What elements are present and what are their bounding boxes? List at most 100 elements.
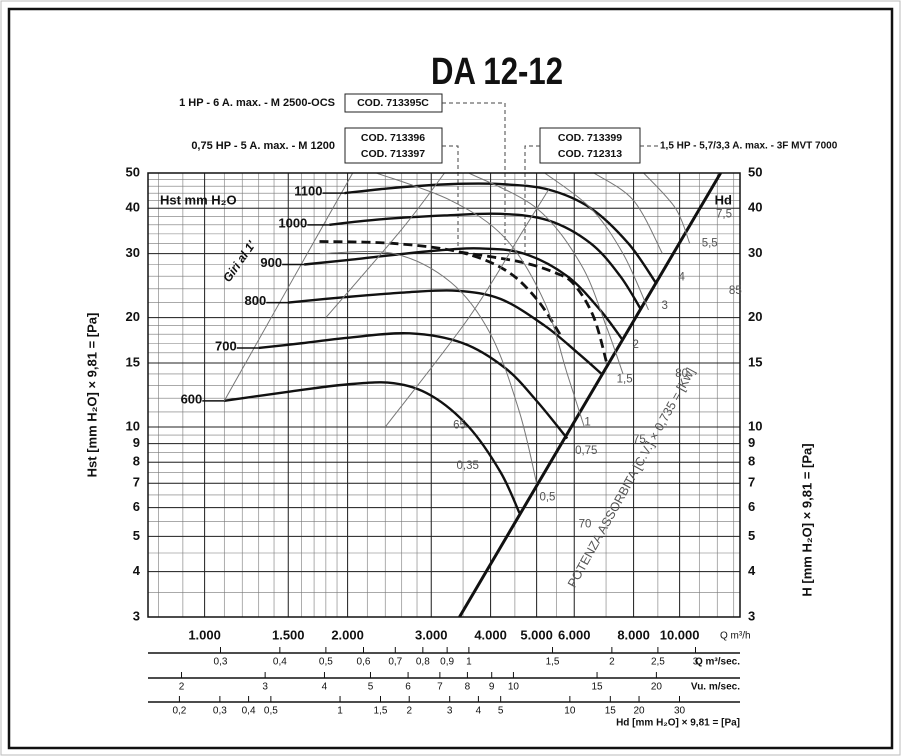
scale-label: Hd [mm H₂O] × 9,81 = [Pa] — [616, 718, 740, 729]
scale-tick-label: 3 — [447, 706, 453, 717]
annotation: 5,5 — [702, 237, 718, 249]
scale-tick-label: 2,5 — [651, 657, 665, 668]
x-tick-label: 1.000 — [188, 627, 221, 642]
scale-tick-label: 1 — [337, 706, 343, 717]
y2-tick-label: 5 — [748, 528, 755, 543]
annotation: 7,5 — [716, 208, 732, 220]
y-tick-label: 40 — [126, 200, 140, 215]
annotation: 1 — [584, 416, 590, 428]
curve — [319, 240, 563, 337]
leader — [524, 145, 540, 255]
motor-annotations: 1 HP - 6 A. max. - M 2500-OCS COD. 71339… — [179, 93, 838, 255]
y2-tick-label: 4 — [748, 563, 756, 578]
motor-code: COD. 713395C — [357, 97, 429, 109]
chart-title: DA 12-12 — [431, 51, 563, 93]
scale-tick-label: 0,3 — [214, 657, 228, 668]
scale-tick-label: 1,5 — [546, 657, 560, 668]
annotation: 85 — [729, 285, 742, 297]
y2-tick-label: 3 — [748, 608, 755, 623]
scale-tick-label: 15 — [605, 706, 617, 717]
y2-axis-label: H [mm H₂O] × 9,81 = [Pa] — [799, 443, 814, 596]
annotation: 0,35 — [457, 460, 479, 472]
series-label: 1100 — [294, 184, 322, 199]
x-tick-label: 10.000 — [660, 627, 700, 642]
curve — [544, 173, 649, 311]
scale-tick-label: 0,6 — [357, 657, 371, 668]
y2-tick-label: 6 — [748, 499, 755, 514]
scale-tick-label: 30 — [674, 706, 686, 717]
x-tick-label: 5.000 — [520, 627, 553, 642]
scale-tick-label: 3 — [693, 657, 699, 668]
scale-tick-label: 0,7 — [388, 657, 402, 668]
annotation: 4 — [678, 271, 685, 283]
curve — [593, 173, 663, 254]
scale-tick-label: 3 — [262, 682, 268, 693]
curve — [643, 173, 691, 244]
scale-tick-label: 2 — [179, 682, 185, 693]
annotation: 3 — [661, 300, 667, 312]
annotation: 2 — [632, 339, 638, 351]
y-axis-label: Hst [mm H₂O] × 9,81 = [Pa] — [84, 313, 99, 478]
y2-tick-label: 30 — [748, 245, 762, 260]
motor-desc: 1 HP - 6 A. max. - M 2500-OCS — [179, 97, 335, 109]
curve — [344, 182, 657, 284]
series-label: 800 — [245, 293, 267, 308]
x-tick-label: 3.000 — [415, 627, 448, 642]
scale-tick-label: 10 — [564, 706, 576, 717]
scale-tick-label: 0,3 — [213, 706, 227, 717]
scale-tick-label: 4 — [476, 706, 482, 717]
scale-tick-label: 7 — [437, 682, 443, 693]
motor-code: COD. 713399 — [558, 132, 622, 144]
y2-tick-label: 8 — [748, 454, 755, 469]
scale-tick-label: 0,5 — [264, 706, 278, 717]
y-tick-label: 9 — [133, 435, 140, 450]
curve — [288, 289, 603, 375]
y-tick-label: 50 — [126, 164, 140, 179]
x-tick-label: 6.000 — [558, 627, 591, 642]
scale-tick-label: 0,2 — [172, 706, 186, 717]
annotation: 75 — [633, 434, 646, 446]
series-label: 600 — [181, 391, 203, 406]
series-label: Hd — [715, 192, 732, 207]
scale-tick-label: 15 — [591, 682, 603, 693]
annotation: 80 — [675, 368, 688, 380]
scale-tick-label: 2 — [609, 657, 615, 668]
inner-label: Hst mm H₂O — [160, 192, 237, 207]
curve — [325, 173, 445, 318]
scale-tick-label: 5 — [368, 682, 374, 693]
y2-tick-label: 9 — [748, 435, 755, 450]
scale-tick-label: 8 — [465, 682, 471, 693]
scale-tick-label: 0,4 — [242, 706, 256, 717]
scale-tick-label: 10 — [508, 682, 520, 693]
curve — [304, 247, 624, 342]
scale-tick-label: 0,5 — [319, 657, 333, 668]
scale-tick-label: 20 — [651, 682, 663, 693]
annotation: 0,75 — [575, 445, 597, 457]
x-tick-label: 1.500 — [272, 627, 305, 642]
y2-tick-label: 40 — [748, 200, 762, 215]
series-label: 900 — [260, 255, 282, 270]
y-tick-label: 8 — [133, 454, 140, 469]
curve — [468, 173, 624, 375]
y-tick-label: 6 — [133, 499, 140, 514]
y-tick-label: 7 — [133, 475, 140, 490]
x-axis-label: Q m³/h — [720, 631, 751, 642]
annotation: 0,5 — [539, 491, 555, 503]
motor-code: COD. 713397 — [361, 148, 425, 160]
motor-code: COD. 712313 — [558, 148, 622, 160]
x-tick-label: 2.000 — [331, 627, 364, 642]
scale-tick-label: 1 — [466, 657, 472, 668]
curve — [458, 173, 722, 617]
y-tick-label: 10 — [126, 418, 140, 433]
curves — [223, 173, 722, 617]
motor-desc: 0,75 HP - 5 A. max. - M 1200 — [191, 140, 335, 152]
motor-desc: 1,5 HP - 5,7/3,3 A. max. - 3F MVT 7000 — [660, 141, 838, 152]
scale-tick-label: 0,9 — [440, 657, 454, 668]
curve — [224, 381, 521, 514]
y2-tick-label: 7 — [748, 475, 755, 490]
curve — [329, 212, 643, 311]
leader — [442, 102, 506, 245]
series-label: 700 — [215, 338, 237, 353]
